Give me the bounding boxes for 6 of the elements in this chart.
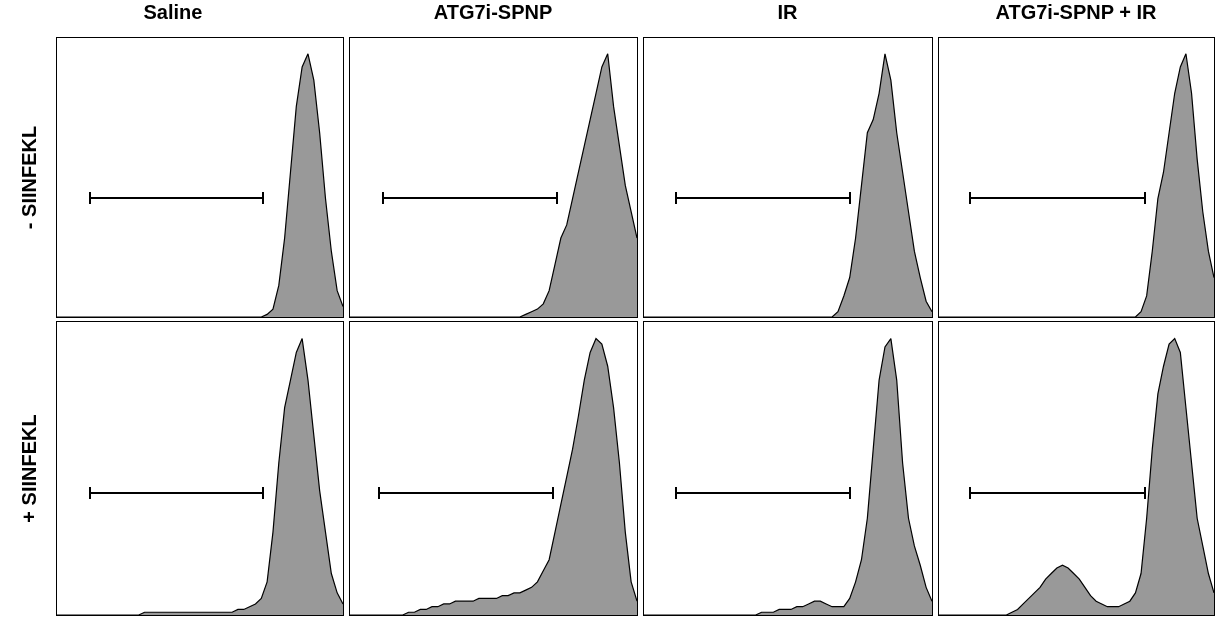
y-axis-title: - SIINFEKL xyxy=(17,125,40,230)
chart-title: ATG7i-SPNP xyxy=(433,0,553,23)
chart-title: ATG7i-SPNP + IR xyxy=(995,0,1158,23)
chart-title: Saline xyxy=(143,0,203,23)
y-axis-title: + SIINFEKL xyxy=(17,414,40,523)
chart-title: IR xyxy=(777,0,799,23)
